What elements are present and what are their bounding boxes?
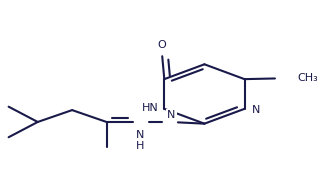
Text: N
H: N H [135,130,144,151]
Text: O: O [157,40,166,50]
Text: N: N [167,110,176,120]
Text: CH₃: CH₃ [297,73,318,83]
Text: HN: HN [142,103,158,113]
Text: N: N [252,105,261,115]
